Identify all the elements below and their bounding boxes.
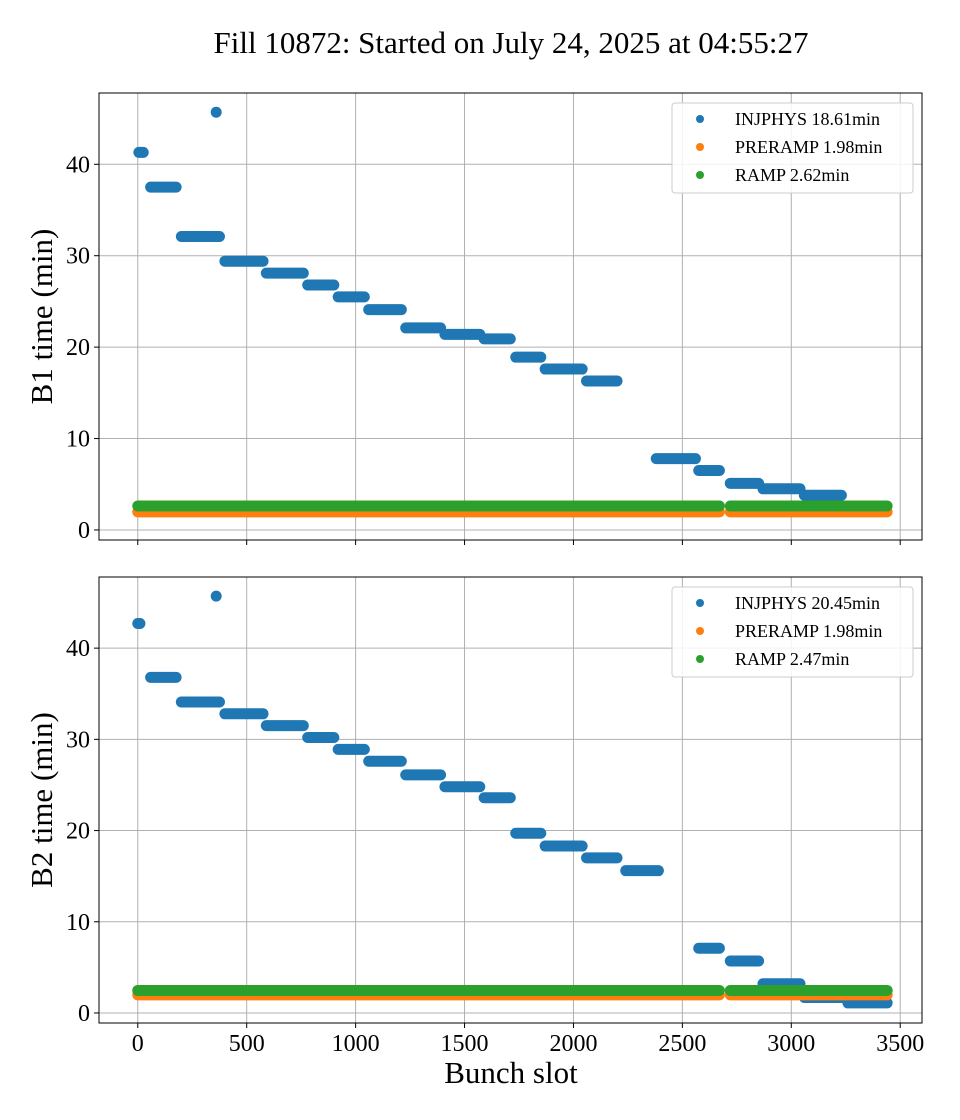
legend-marker-ramp [696, 171, 704, 179]
y-tick-label: 10 [66, 910, 90, 936]
panel-b2: 0 500 1000 1500 2000 2500 3000 3500 0 10 20 30 40 B2 … [24, 576, 924, 1057]
y-tick-label: 30 [66, 727, 90, 753]
legend-marker-preramp [696, 143, 704, 151]
legend-marker-preramp [696, 627, 704, 635]
y-tick-label: 10 [66, 427, 90, 453]
y-tick-label: 40 [66, 152, 90, 178]
x-tick-label: 3000 [767, 1031, 815, 1057]
data-point-injphys [210, 590, 222, 602]
legend-label-injphys: INJPHYS 20.45min [735, 593, 880, 613]
legend-label-preramp: PRERAMP 1.98min [735, 621, 882, 641]
y-tick-label: 40 [66, 636, 90, 662]
panel-b1: 0 10 20 30 40 B1 time (min) INJPHYS 18.61min PR… [24, 92, 923, 545]
x-tick-label: 3500 [876, 1031, 924, 1057]
legend: INJPHYS 18.61min PRERAMP 1.98min RAMP 2.62… [671, 102, 914, 194]
chart-title: Fill 10872: Started on July 24, 2025 at … [213, 25, 808, 60]
x-tick-label: 0 [132, 1031, 144, 1057]
data-point-injphys [210, 106, 222, 118]
legend-label-ramp: RAMP 2.62min [735, 165, 849, 185]
legend-label-preramp: PRERAMP 1.98min [735, 137, 882, 157]
legend-marker-injphys [696, 115, 704, 123]
y-tick-label: 0 [78, 518, 90, 544]
y-axis-label: B1 time (min) [24, 229, 59, 405]
x-tick-label: 2500 [658, 1031, 706, 1057]
y-tick-label: 20 [66, 819, 90, 845]
y-axis-label: B2 time (min) [24, 712, 59, 888]
y-tick-label: 30 [66, 244, 90, 270]
legend-box [671, 586, 914, 678]
legend-box [671, 102, 914, 194]
y-tick-label: 0 [78, 1001, 90, 1027]
legend-marker-injphys [696, 599, 704, 607]
legend-marker-ramp [696, 655, 704, 663]
axes-frame [98, 576, 923, 1024]
x-tick-label: 2000 [549, 1031, 597, 1057]
x-tick-label: 1500 [441, 1031, 489, 1057]
y-tick-label: 20 [66, 335, 90, 361]
axes-frame [98, 92, 923, 541]
legend-label-ramp: RAMP 2.47min [735, 649, 849, 669]
legend-label-injphys: INJPHYS 18.61min [735, 109, 880, 129]
legend: INJPHYS 20.45min PRERAMP 1.98min RAMP 2.47… [671, 586, 914, 678]
x-axis-label: Bunch slot [444, 1055, 578, 1090]
x-tick-label: 500 [229, 1031, 265, 1057]
x-tick-label: 1000 [332, 1031, 380, 1057]
